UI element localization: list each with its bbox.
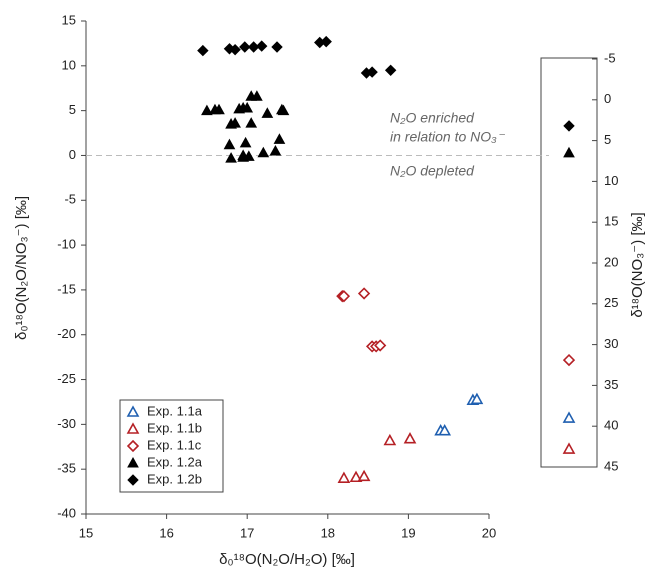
data-point <box>229 43 241 56</box>
side-panel <box>540 57 598 468</box>
data-point <box>384 64 397 77</box>
side-point <box>563 146 575 158</box>
y-tick-label: 0 <box>69 147 76 162</box>
y2-tick-label: 15 <box>604 214 618 229</box>
data-point <box>470 392 484 405</box>
annotation: N₂O depleted <box>390 163 475 179</box>
y-tick-label: -25 <box>57 371 76 386</box>
legend-marker <box>126 439 140 453</box>
side-point <box>562 353 576 367</box>
legend-label: Exp. 1.1c <box>147 437 202 452</box>
x-tick-label: 15 <box>79 525 93 540</box>
y2-tick-label: 0 <box>604 91 611 106</box>
y2-tick-label: 25 <box>604 295 618 310</box>
data-point <box>251 90 263 101</box>
data-point <box>277 104 290 116</box>
data-point <box>349 470 363 483</box>
y-tick-label: -15 <box>57 281 76 296</box>
legend-marker <box>127 474 139 486</box>
annotation: in relation to NO₃⁻ <box>390 129 506 145</box>
annotation: N₂O enriched <box>390 110 475 126</box>
data-point <box>337 290 351 303</box>
y-tick-label: -40 <box>57 505 76 520</box>
data-point <box>223 138 236 150</box>
y2-tick-label: 45 <box>604 458 618 473</box>
legend-label: Exp. 1.1a <box>147 403 203 418</box>
legend-label: Exp. 1.1b <box>147 420 202 435</box>
y2-axis-label: δ¹⁸O(NO₃⁻) [‰] <box>629 212 646 317</box>
data-point <box>201 104 213 116</box>
data-point <box>357 469 371 482</box>
y2-tick-label: -5 <box>604 50 616 65</box>
y2-tick-label: 10 <box>604 173 618 188</box>
data-point <box>337 471 351 483</box>
data-point <box>213 103 225 115</box>
y-tick-label: 5 <box>69 102 76 117</box>
y-tick-label: -30 <box>57 416 76 431</box>
x-axis-label: δ₀¹⁸O(N₂O/H₂O) [‰] <box>219 551 355 568</box>
y2-tick-label: 5 <box>604 132 611 147</box>
data-point <box>269 144 282 156</box>
legend-marker <box>126 422 140 434</box>
side-point <box>563 120 575 132</box>
y2-tick-label: 30 <box>604 336 618 351</box>
legend-label: Exp. 1.2a <box>147 454 203 469</box>
legend-label: Exp. 1.2b <box>147 471 202 486</box>
data-point <box>383 433 397 446</box>
data-point <box>320 35 332 48</box>
data-point <box>237 149 250 160</box>
data-point <box>261 107 274 118</box>
y-tick-label: -35 <box>57 461 76 476</box>
y2-tick-label: 40 <box>604 418 618 433</box>
data-point <box>239 41 251 53</box>
data-point <box>225 152 237 163</box>
x-tick-label: 18 <box>321 525 335 540</box>
y-tick-label: -20 <box>57 326 76 341</box>
data-point <box>366 66 378 78</box>
data-point <box>241 101 254 113</box>
data-point <box>271 41 283 53</box>
y2-tick-label: 35 <box>604 377 618 392</box>
data-point <box>403 432 417 444</box>
y2-tick-label: 20 <box>604 254 618 269</box>
data-point <box>245 117 258 128</box>
legend-marker <box>127 456 139 468</box>
data-point <box>239 136 252 148</box>
y-tick-label: -5 <box>64 192 76 207</box>
x-tick-label: 20 <box>482 525 496 540</box>
x-tick-label: 19 <box>401 525 415 540</box>
data-point <box>257 146 270 158</box>
y-axis-label: δ₀¹⁸O(N₂O/NO₃⁻) [‰] <box>13 196 30 340</box>
side-point <box>562 411 576 423</box>
x-tick-label: 16 <box>159 525 173 540</box>
data-point <box>273 133 286 144</box>
data-point <box>229 117 241 128</box>
y-tick-label: 15 <box>62 12 76 27</box>
side-point <box>562 442 576 454</box>
y-tick-label: 10 <box>62 57 76 72</box>
y-tick-label: -10 <box>57 237 76 252</box>
x-tick-label: 17 <box>240 525 254 540</box>
data-point <box>357 287 371 300</box>
data-point <box>438 423 452 436</box>
data-point <box>197 44 209 57</box>
legend-marker <box>126 405 140 417</box>
data-point <box>256 40 268 52</box>
data-point <box>374 339 387 352</box>
